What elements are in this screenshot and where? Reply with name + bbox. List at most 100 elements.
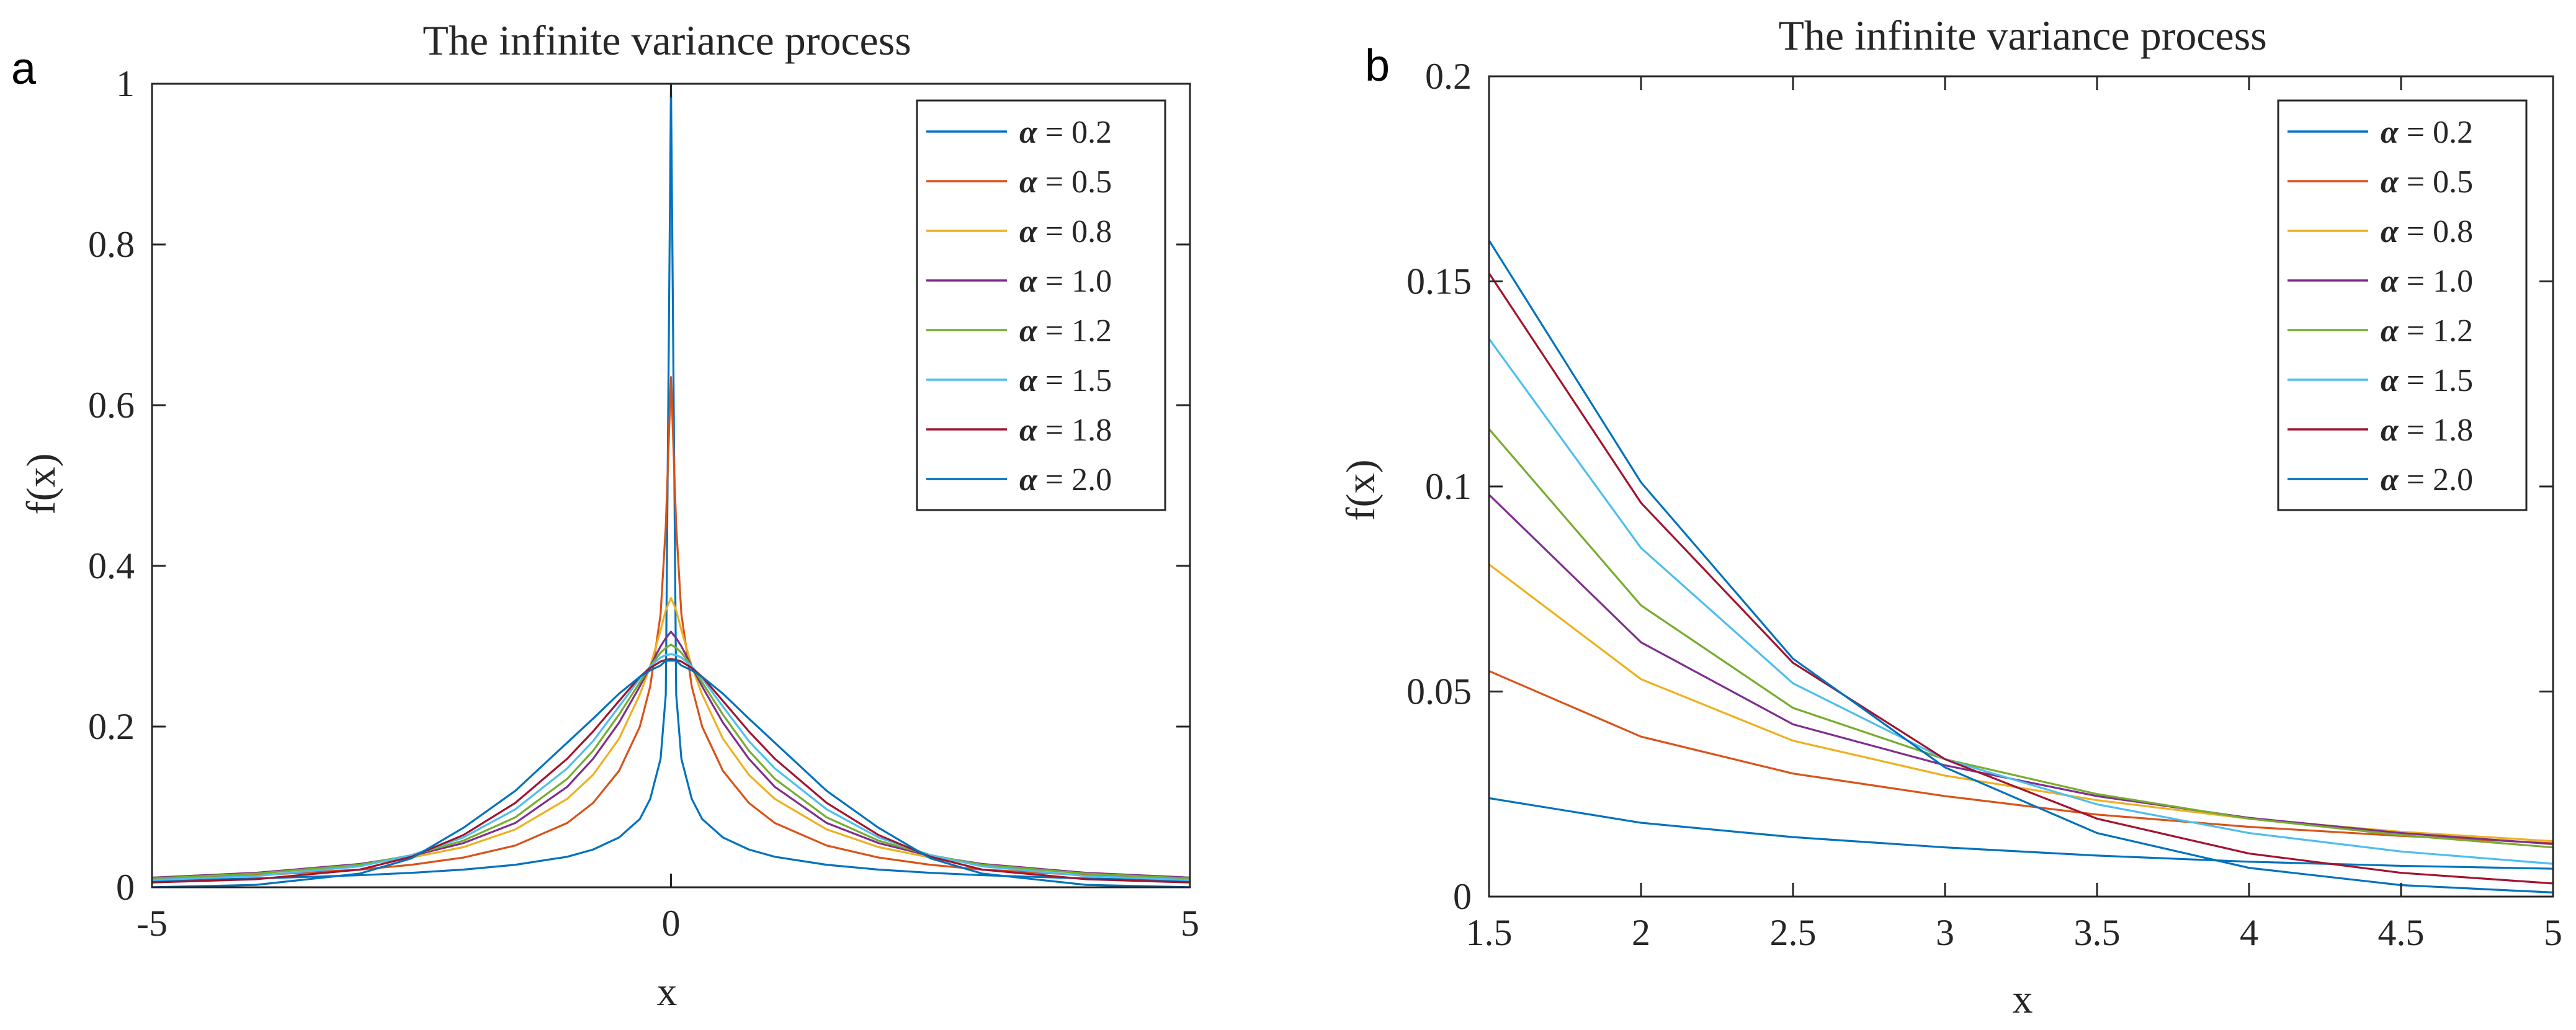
alpha-symbol: α (1019, 413, 1038, 448)
legend-entry-4: α = 1.2 (2381, 313, 2473, 349)
x-tick-label: 5 (1181, 903, 1199, 944)
legend-entry-6: α = 1.8 (2381, 413, 2473, 448)
series-line-3 (151, 630, 1191, 879)
plot-area: -5 0 500.20.40.60.81α = 0.2α = 0.5α = 0.8α… (88, 63, 1199, 944)
legend: α = 0.2α = 0.5α = 0.8α = 1.0α = 1.2α = 1… (2277, 99, 2528, 511)
alpha-symbol: α (1019, 115, 1038, 150)
legend-entry-2: α = 0.8 (1019, 214, 1112, 249)
x-tick-label: 5 (2544, 912, 2562, 953)
y-axis-label: f(x) (1338, 460, 1384, 521)
legend-entry-3: α = 1.0 (1019, 264, 1112, 299)
series-line-0 (1488, 797, 2554, 870)
y-tick-label: 0.2 (1425, 56, 1472, 97)
y-tick-label: 0.6 (88, 385, 135, 426)
panel-letter-b: b (1365, 41, 1390, 91)
series-line-4 (151, 643, 1191, 880)
panel-b: b The infinite variance process x f(x) 1… (1338, 12, 2562, 1022)
x-tick-label: 0 (662, 903, 681, 944)
chart-title: The infinite variance process (1778, 12, 2266, 59)
legend-entry-value: = 1.0 (2399, 264, 2473, 299)
y-tick-label: 0.2 (88, 706, 135, 747)
legend-entry-value: = 2.0 (2399, 462, 2473, 498)
legend-box (2277, 99, 2528, 511)
legend-entry-7: α = 2.0 (1019, 462, 1112, 498)
alpha-symbol: α (2381, 363, 2399, 398)
alpha-symbol: α (2381, 164, 2399, 200)
x-tick-label: 3.5 (2074, 912, 2121, 953)
series-line-5 (1488, 338, 2554, 865)
panel-letter-a: a (11, 44, 37, 94)
alpha-symbol: α (1019, 313, 1038, 349)
series-line-6 (1488, 272, 2554, 885)
legend-entry-value: = 1.5 (1037, 363, 1112, 398)
y-tick-label: 0 (116, 867, 135, 908)
legend-entry-value: = 0.5 (2399, 164, 2473, 200)
y-tick-label: 0.1 (1425, 466, 1472, 507)
legend-entry-value: = 0.2 (2399, 115, 2473, 150)
legend-entry-value: = 1.2 (1037, 313, 1112, 349)
alpha-symbol: α (1019, 164, 1038, 200)
legend-entry-value: = 1.2 (2399, 313, 2473, 349)
x-tick-label: 4.5 (2378, 912, 2425, 953)
legend-entry-value: = 0.2 (1037, 115, 1112, 150)
y-tick-label: 0 (1453, 876, 1472, 917)
alpha-symbol: α (2381, 462, 2399, 498)
legend-entry-value: = 0.8 (2399, 214, 2473, 249)
alpha-symbol: α (2381, 413, 2399, 448)
alpha-symbol: α (1019, 462, 1038, 498)
legend-entry-2: α = 0.8 (2381, 214, 2473, 249)
legend-entry-value: = 1.8 (1037, 413, 1112, 448)
series-line-2 (151, 597, 1191, 879)
series-line-1 (151, 376, 1191, 880)
legend-entry-5: α = 1.5 (2381, 363, 2473, 398)
chart-title: The infinite variance process (423, 17, 911, 64)
plot-area: 1.5 2 2.5 3 3.5 4 4.5 500.050.10.150.2α = 0.2α … (1407, 56, 2562, 953)
panel-a: a The infinite variance process x f(x) -… (11, 17, 1199, 1014)
y-tick-label: 0.05 (1407, 671, 1472, 712)
series-line-7 (151, 660, 1191, 889)
x-tick-label: 1.5 (1466, 912, 1513, 953)
alpha-symbol: α (2381, 214, 2399, 249)
legend-entry-value: = 0.5 (1037, 164, 1112, 200)
series-line-6 (151, 658, 1191, 884)
legend-box (916, 99, 1166, 511)
legend-entry-6: α = 1.8 (1019, 413, 1112, 448)
alpha-symbol: α (2381, 313, 2399, 349)
legend-entry-7: α = 2.0 (2381, 462, 2473, 498)
series-line-5 (151, 653, 1191, 881)
x-axis-label: x (657, 969, 678, 1014)
legend-entry-1: α = 0.5 (2381, 164, 2473, 200)
legend-entry-value: = 2.0 (1037, 462, 1112, 498)
legend-entry-4: α = 1.2 (1019, 313, 1112, 349)
legend-entry-value: = 1.0 (1037, 264, 1112, 299)
legend-entry-value: = 0.8 (1037, 214, 1112, 249)
y-tick-label: 0.8 (88, 224, 135, 265)
x-axis-label: x (2013, 977, 2033, 1022)
legend-entry-value: = 1.8 (2399, 413, 2473, 448)
y-axis-label: f(x) (19, 454, 64, 515)
x-tick-label: -5 (136, 903, 168, 944)
y-tick-label: 0.15 (1407, 261, 1472, 302)
legend-entry-0: α = 0.2 (2381, 115, 2473, 150)
y-tick-label: 0.4 (88, 545, 135, 586)
alpha-symbol: α (1019, 363, 1038, 398)
alpha-symbol: α (2381, 264, 2399, 299)
alpha-symbol: α (1019, 264, 1038, 299)
series-line-1 (1488, 670, 2554, 844)
legend-entry-3: α = 1.0 (2381, 264, 2473, 299)
x-tick-label: 3 (1936, 912, 1954, 953)
legend-entry-5: α = 1.5 (1019, 363, 1112, 398)
legend: α = 0.2α = 0.5α = 0.8α = 1.0α = 1.2α = 1… (916, 99, 1166, 511)
legend-entry-0: α = 0.2 (1019, 115, 1112, 150)
x-tick-label: 4 (2240, 912, 2258, 953)
legend-entry-1: α = 0.5 (1019, 164, 1112, 200)
y-tick-label: 1 (116, 63, 135, 104)
series-line-4 (1488, 428, 2554, 849)
alpha-symbol: α (1019, 214, 1038, 249)
alpha-symbol: α (2381, 115, 2399, 150)
x-tick-label: 2.5 (1770, 912, 1817, 953)
x-tick-label: 2 (1632, 912, 1650, 953)
legend-entry-value: = 1.5 (2399, 363, 2473, 398)
